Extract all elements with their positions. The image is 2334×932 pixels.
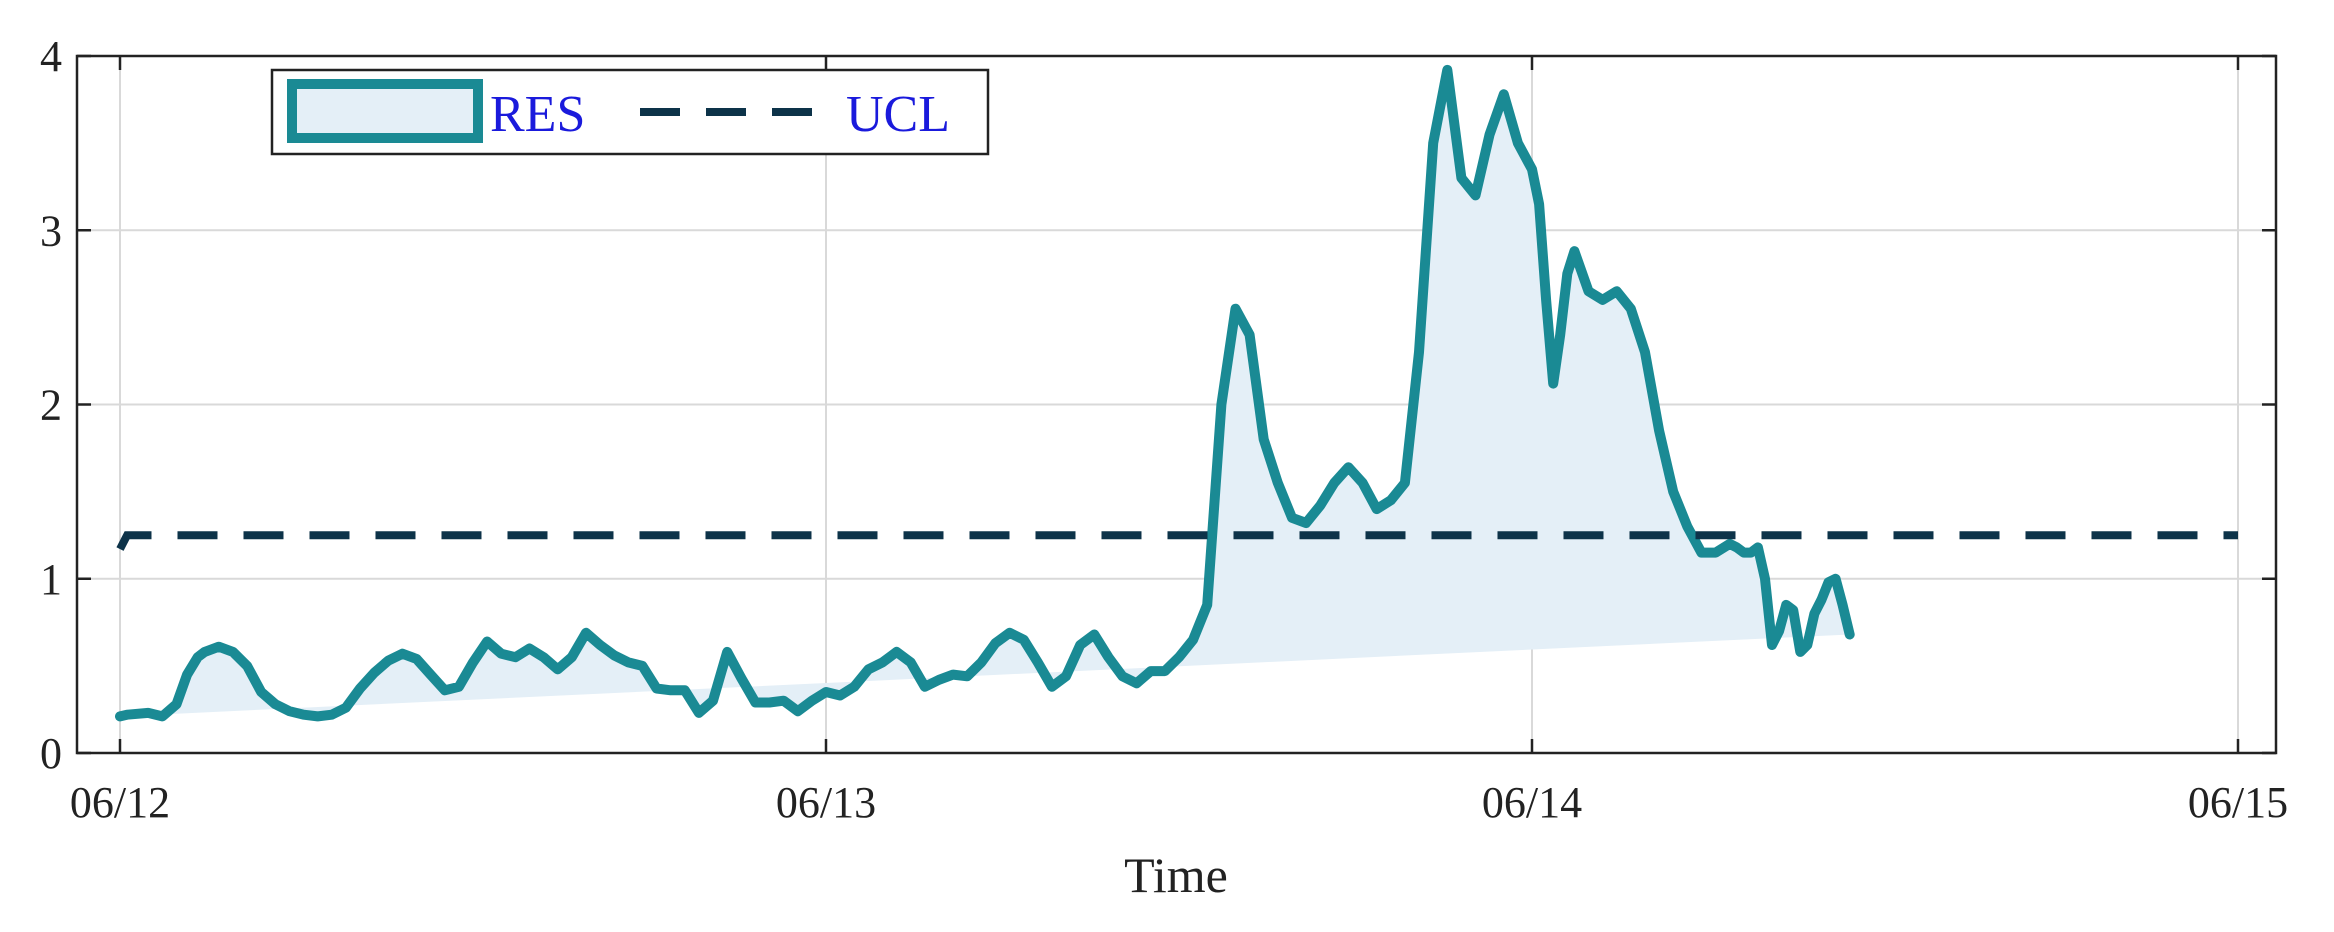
x-tick-label: 06/14 (1482, 778, 1582, 827)
x-tick-label: 06/12 (70, 778, 170, 827)
legend-res-label: RES (490, 86, 585, 143)
x-tick-label: 06/13 (776, 778, 876, 827)
legend: RES UCL (270, 68, 990, 156)
legend-res-swatch (287, 79, 483, 143)
x-tick-label: 06/15 (2188, 778, 2288, 827)
y-tick-label: 2 (40, 381, 62, 430)
y-tick-label: 0 (40, 729, 62, 778)
grid (77, 55, 2276, 754)
y-tick-label: 4 (40, 32, 62, 81)
y-tick-label: 1 (40, 555, 62, 604)
legend-ucl-label: UCL (846, 86, 950, 143)
y-tick-label: 3 (40, 206, 62, 255)
plot-area (115, 64, 2238, 722)
res-area (120, 69, 1850, 717)
axes: 06/12 06/13 06/14 06/15 0 1 2 3 4 (40, 32, 2288, 827)
res-line (115, 64, 1855, 722)
x-axis-title: Time (1124, 847, 1228, 903)
ucl-line (116, 531, 2238, 551)
